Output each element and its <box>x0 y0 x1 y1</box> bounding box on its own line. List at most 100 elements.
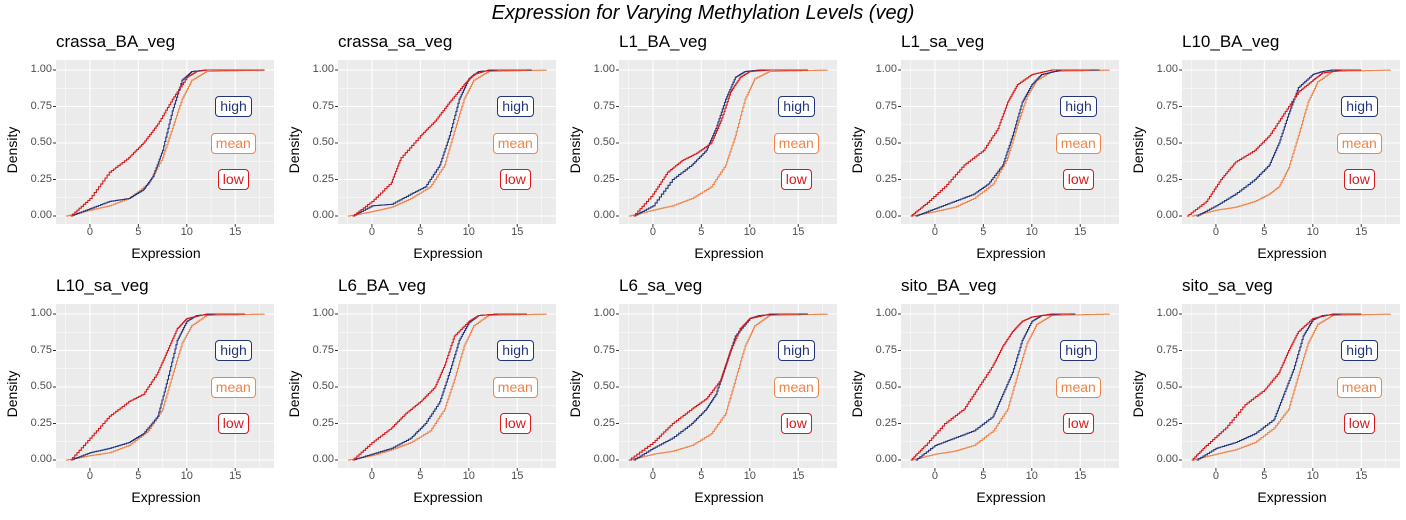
series-label-low: low <box>1062 413 1094 434</box>
y-tick-label: 0.25 <box>312 416 334 429</box>
series-line-low <box>70 313 245 461</box>
y-tick-label: 0.75 <box>593 343 615 356</box>
series-label-high: high <box>1060 340 1097 361</box>
series-line-mean <box>628 69 828 217</box>
x-tick-label: 5 <box>135 470 142 482</box>
panel-plot <box>53 304 274 471</box>
y-tick-label: 0.75 <box>30 343 52 356</box>
series-label-low: low <box>217 413 249 434</box>
x-axis-label: Expression <box>413 245 483 261</box>
panel-title: L6_sa_veg <box>619 276 703 295</box>
series-line-mean <box>628 313 828 461</box>
x-axis-label: Expression <box>1257 489 1327 505</box>
x-tick-label: 10 <box>743 226 756 238</box>
y-tick-label: 0.50 <box>1156 136 1178 148</box>
series-label-high: high <box>778 340 815 361</box>
series-line-mean <box>65 313 265 461</box>
series-line-high <box>915 313 1076 461</box>
y-tick-label: 1.00 <box>1156 63 1178 75</box>
x-tick-label: 15 <box>229 226 242 238</box>
facet-panel: crassa_BA_veg 0.00 0.25 0.50 0.75 1.00 0 5 10 15 E… <box>0 32 280 276</box>
y-tick-label: 1.00 <box>30 63 52 75</box>
x-tick-label: 0 <box>86 226 93 238</box>
panel-title: sito_BA_veg <box>901 276 997 295</box>
y-tick-label: 0.00 <box>1156 209 1178 221</box>
series-label-mean: mean <box>210 132 256 154</box>
y-tick-label: 1.00 <box>312 307 334 319</box>
y-axis-label: Density <box>567 126 583 174</box>
x-tick-label: 10 <box>1306 226 1319 238</box>
x-tick-label: 5 <box>135 226 142 238</box>
x-tick-label: 10 <box>180 470 193 482</box>
facet-panel: sito_sa_veg 0.00 0.25 0.50 0.75 1.00 0 5 10 15 Exp… <box>1126 276 1406 520</box>
series-line-mean <box>347 69 547 217</box>
y-tick-label: 0.25 <box>593 416 615 429</box>
series-label-high: high <box>497 96 534 117</box>
series-line-low <box>633 69 808 217</box>
panel-title: L10_sa_veg <box>56 276 149 295</box>
y-axis-label: Density <box>849 370 865 418</box>
y-tick-label: 0.50 <box>875 136 897 148</box>
series-line-low <box>352 313 527 461</box>
panel-plot <box>335 304 556 471</box>
y-tick-label: 0.25 <box>30 172 52 185</box>
x-tick-label: 15 <box>792 226 805 238</box>
main-title: Expression for Varying Methylation Level… <box>491 2 915 24</box>
series-line-low <box>70 69 265 217</box>
y-tick-label: 1.00 <box>30 307 52 319</box>
series-label-mean: mean <box>1336 376 1382 398</box>
x-tick-label: 15 <box>511 470 524 482</box>
x-tick-label: 15 <box>1074 226 1087 238</box>
x-tick-label: 10 <box>1306 470 1319 482</box>
x-tick-label: 5 <box>980 226 987 238</box>
x-tick-label: 15 <box>1355 226 1368 238</box>
x-tick-label: 0 <box>931 226 938 238</box>
y-tick-label: 1.00 <box>875 63 897 75</box>
series-line-low <box>1186 69 1362 217</box>
facet-panel: crassa_sa_veg 0.00 0.25 0.50 0.75 1.00 0 5 10 15 E… <box>282 32 562 276</box>
x-tick-label: 0 <box>931 470 938 482</box>
x-tick-label: 5 <box>1261 226 1268 238</box>
x-tick-label: 10 <box>1025 470 1038 482</box>
series-label-high: high <box>1341 96 1378 117</box>
facet-panel: sito_BA_veg 0.00 0.25 0.50 0.75 1.00 0 5 10 15 Exp… <box>845 276 1125 520</box>
y-tick-label: 0.00 <box>30 209 52 221</box>
panel-title: sito_sa_veg <box>1182 276 1273 295</box>
y-tick-label: 0.75 <box>593 99 615 112</box>
x-axis-label: Expression <box>694 245 764 261</box>
y-tick-label: 0.25 <box>875 172 897 185</box>
y-tick-label: 0.50 <box>30 136 52 148</box>
x-tick-label: 5 <box>417 226 424 238</box>
series-label-high: high <box>1341 340 1378 361</box>
y-axis-label: Density <box>286 126 302 174</box>
panel-title: crassa_sa_veg <box>338 32 453 51</box>
x-tick-label: 15 <box>792 470 805 482</box>
series-label-low: low <box>1343 169 1375 190</box>
facet-panel: L10_sa_veg 0.00 0.25 0.50 0.75 1.00 0 5 10 15 Expr… <box>0 276 280 520</box>
series-line-high <box>915 69 1100 217</box>
series-label-low: low <box>1062 169 1094 190</box>
x-tick-label: 15 <box>511 226 524 238</box>
x-axis-label: Expression <box>413 489 483 505</box>
series-label-mean: mean <box>1336 132 1382 154</box>
y-tick-label: 0.75 <box>312 99 334 112</box>
y-tick-label: 0.50 <box>30 380 52 392</box>
series-line-mean <box>347 313 547 461</box>
panel-plot <box>1179 60 1400 227</box>
facet-panel: L6_BA_veg 0.00 0.25 0.50 0.75 1.00 0 5 10 15 Expre… <box>282 276 562 520</box>
series-line-low <box>910 69 1090 217</box>
x-tick-label: 0 <box>86 470 93 482</box>
series-line-mean <box>910 69 1110 217</box>
series-line-low <box>352 69 527 217</box>
series-label-high: high <box>778 96 815 117</box>
y-tick-label: 0.75 <box>875 343 897 356</box>
x-axis-label: Expression <box>131 245 201 261</box>
series-label-mean: mean <box>1055 376 1101 398</box>
y-tick-label: 0.75 <box>312 343 334 356</box>
y-tick-label: 0.50 <box>312 136 334 148</box>
y-tick-label: 0.25 <box>30 416 52 429</box>
y-axis-label: Density <box>1130 370 1146 418</box>
series-label-mean: mean <box>773 132 819 154</box>
y-tick-label: 1.00 <box>1156 307 1178 319</box>
y-axis-label: Density <box>567 370 583 418</box>
